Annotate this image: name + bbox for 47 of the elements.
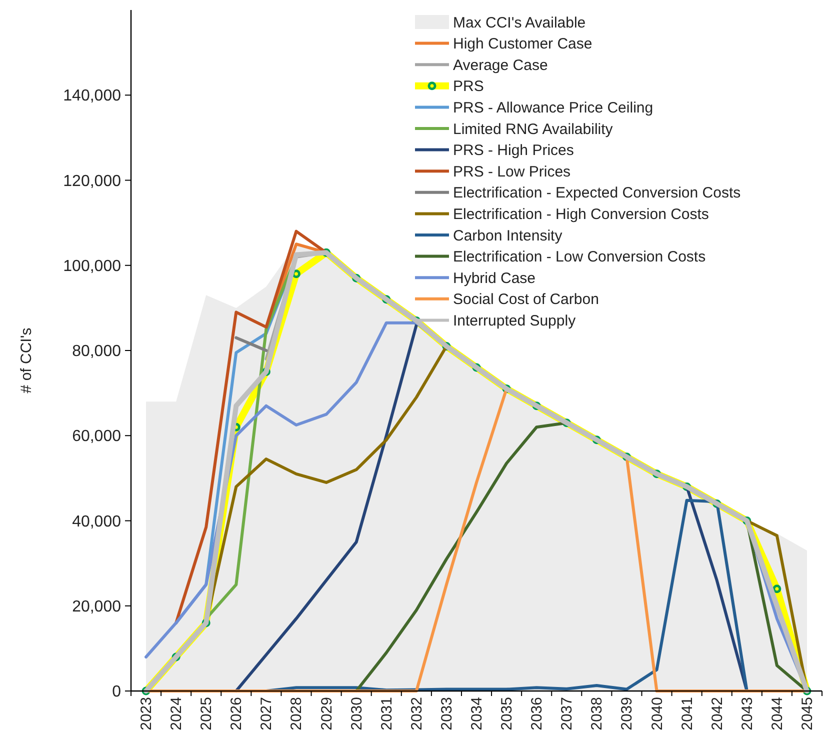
- x-tick-label: 2034: [468, 697, 486, 730]
- x-tick-label: 2040: [648, 697, 666, 730]
- y-tick-label: 140,000: [63, 88, 122, 105]
- legend-label: Electrification - Expected Conversion Costs: [453, 184, 741, 202]
- x-tick-label: 2025: [198, 697, 216, 730]
- x-tick-label: 2045: [798, 697, 816, 730]
- x-tick-label: 2026: [228, 697, 246, 730]
- legend-label: PRS - Low Prices: [453, 163, 571, 180]
- legend-label: Hybrid Case: [453, 270, 536, 287]
- legend-label: Interrupted Supply: [453, 312, 576, 330]
- y-tick-label: 100,000: [63, 258, 122, 275]
- legend-label: Social Cost of Carbon: [453, 291, 599, 308]
- legend-label: Electrification - High Conversion Costs: [453, 206, 709, 223]
- x-tick-label: 2042: [708, 697, 726, 730]
- x-tick-label: 2031: [378, 697, 396, 730]
- x-tick-label: 2041: [678, 697, 696, 730]
- legend-label: Average Case: [453, 56, 548, 74]
- x-tick-label: 2030: [348, 697, 366, 730]
- x-tick-label: 2038: [588, 697, 606, 730]
- y-tick-label: 20,000: [72, 598, 122, 616]
- x-tick-label: 2032: [408, 697, 426, 730]
- x-tick-label: 2023: [138, 697, 156, 730]
- y-tick-label: 80,000: [72, 343, 122, 360]
- legend-label: PRS - Allowance Price Ceiling: [453, 99, 654, 116]
- legend-label: High Customer Case: [453, 36, 592, 53]
- legend-label: PRS - High Prices: [453, 142, 574, 160]
- x-tick-label: 2028: [288, 697, 306, 730]
- legend-label: PRS: [453, 78, 484, 96]
- x-tick-label: 2027: [258, 697, 276, 730]
- x-tick-label: 2035: [498, 697, 516, 730]
- x-tick-label: 2029: [318, 697, 336, 730]
- y-tick-label: 0: [112, 684, 122, 701]
- y-tick-label: 60,000: [72, 428, 122, 446]
- x-tick-label: 2037: [558, 697, 576, 730]
- x-tick-label: 2043: [738, 697, 756, 730]
- legend-label: Limited RNG Availability: [453, 120, 614, 138]
- legend-label: Electrification - Low Conversion Costs: [453, 248, 706, 266]
- y-tick-label: 120,000: [63, 172, 122, 190]
- y-axis-title: # of CCI's: [18, 328, 35, 394]
- x-tick-label: 2039: [618, 697, 636, 730]
- x-tick-label: 2036: [528, 697, 546, 730]
- legend-label: Carbon Intensity: [453, 227, 563, 244]
- x-tick-label: 2024: [168, 697, 186, 730]
- x-tick-label: 2044: [768, 697, 786, 730]
- y-tick-label: 40,000: [72, 513, 122, 530]
- legend-label: Max CCI's Available: [453, 14, 586, 32]
- x-tick-label: 2033: [438, 697, 456, 730]
